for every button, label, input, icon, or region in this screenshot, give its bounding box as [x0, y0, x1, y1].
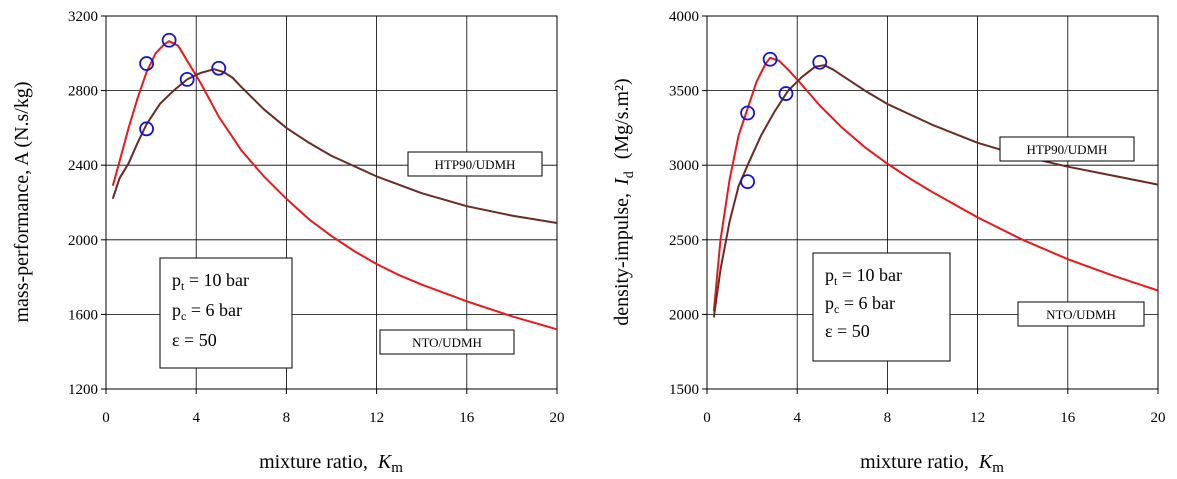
htp90-annotation-box — [999, 136, 1135, 162]
data-point-marker — [161, 32, 177, 48]
y-tick-label: 3200 — [68, 9, 98, 25]
x-axis-label: mixture ratio, Km — [259, 451, 403, 476]
y-tick-label: 1600 — [68, 307, 98, 323]
nto-annotation-label: NTO/UDMH — [412, 335, 482, 350]
data-point-marker — [778, 86, 794, 101]
epsilon-condition: ε = 50 — [825, 321, 870, 341]
y-axis-label: density-impulse,Id(Mg/s.m²) — [611, 78, 637, 325]
conditions-box — [159, 257, 293, 369]
y-tick-label: 2800 — [68, 84, 98, 100]
data-point-marker — [740, 105, 755, 121]
x-tick-label: 12 — [970, 410, 985, 426]
data-point-marker — [812, 54, 828, 70]
x-tick-label: 16 — [1060, 410, 1076, 426]
y-tick-label: 2000 — [68, 233, 98, 249]
data-point-marker — [740, 174, 755, 190]
data-point-marker — [139, 121, 154, 137]
x-axis-label: mixture ratio, Km — [860, 451, 1004, 476]
nto-annotation-box — [1017, 301, 1145, 327]
y-tick-label: 3000 — [669, 158, 699, 174]
y-tick-label: 1200 — [68, 382, 98, 398]
plot-frame — [105, 15, 558, 390]
x-tick-label: 4 — [793, 410, 801, 426]
x-tick-label: 12 — [369, 410, 384, 426]
epsilon-condition: ε = 50 — [172, 330, 217, 350]
pc-condition: pc = 6 bar — [825, 293, 895, 316]
mass-performance-chart: 0 4 8 12 16 20 1200 1600 2000 2400 2800 3200 HTP90/… — [11, 9, 565, 476]
x-tick-label: 8 — [884, 410, 892, 426]
data-point-marker — [762, 51, 778, 67]
htp90-annotation-box — [407, 151, 543, 177]
htp90-annotation-label: HTP90/UDMH — [435, 157, 516, 172]
plot-frame — [706, 15, 1159, 390]
pt-condition: pt = 10 bar — [172, 270, 249, 293]
x-tick-label: 4 — [192, 410, 200, 426]
conditions-box — [812, 252, 951, 362]
data-point-marker — [211, 60, 227, 76]
y-tick-label: 2500 — [669, 233, 699, 249]
series-line-nto-udmh — [712, 56, 1159, 312]
nto-annotation-box — [379, 329, 515, 355]
y-tick-label: 2400 — [68, 158, 98, 174]
htp90-annotation-label: HTP90/UDMH — [1027, 142, 1108, 157]
pt-condition: pt = 10 bar — [825, 265, 902, 288]
data-point-marker — [139, 56, 154, 71]
series-line-nto-udmh — [111, 40, 558, 331]
pc-condition: pc = 6 bar — [172, 300, 242, 323]
x-tick-label: 0 — [703, 410, 711, 426]
data-point-marker — [179, 72, 195, 87]
x-tick-label: 20 — [550, 410, 565, 426]
x-tick-label: 20 — [1151, 410, 1166, 426]
series-line-htp90-udmh — [111, 68, 558, 224]
y-axis-label: mass-performance, A (N.s/kg) — [11, 81, 33, 322]
y-tick-label: 3500 — [669, 84, 699, 100]
y-tick-label: 2000 — [669, 307, 699, 323]
y-tick-label: 4000 — [669, 9, 699, 25]
nto-annotation-label: NTO/UDMH — [1046, 307, 1116, 322]
x-tick-label: 0 — [102, 410, 110, 426]
x-tick-label: 8 — [283, 410, 291, 426]
y-tick-label: 1500 — [669, 382, 699, 398]
x-tick-label: 16 — [459, 410, 475, 426]
density-impulse-chart: 0 4 8 12 16 20 1500 2000 2500 3000 3500 4000 HTP90/… — [611, 9, 1166, 476]
